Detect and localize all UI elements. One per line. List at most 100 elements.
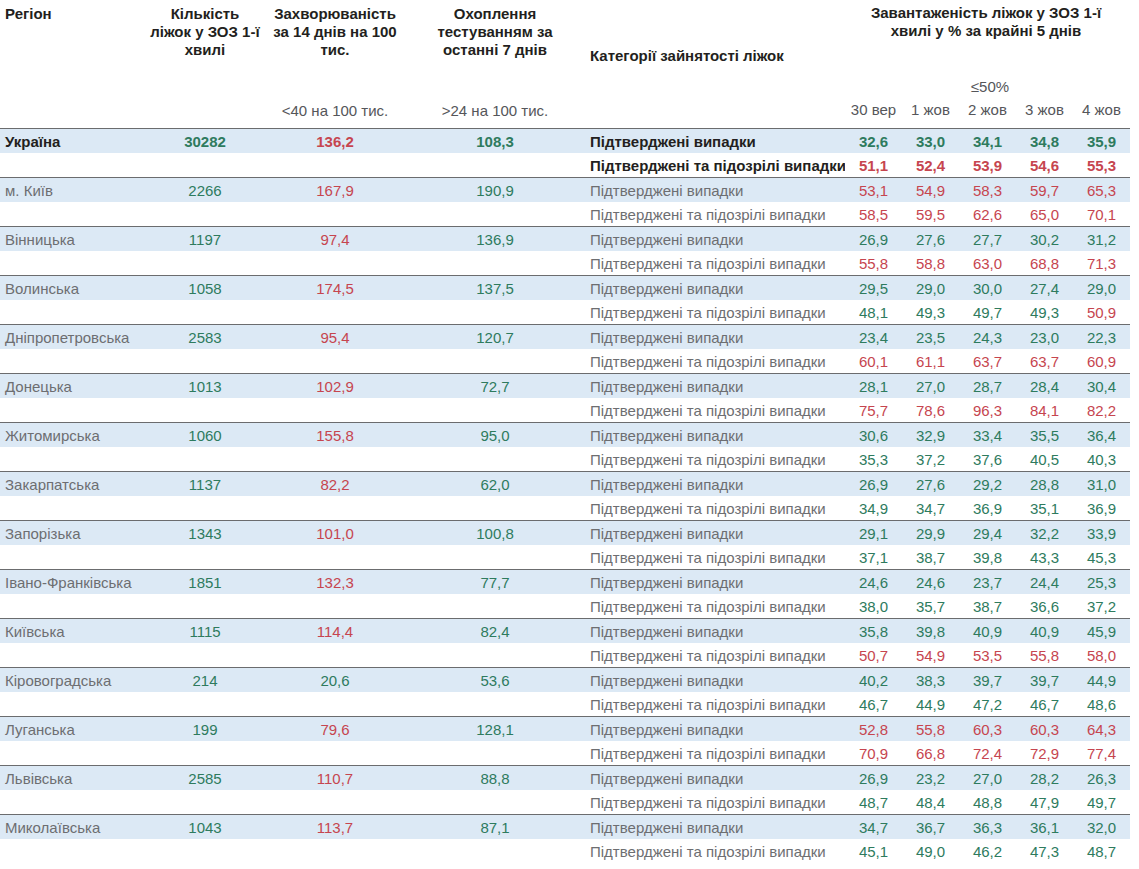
occupancy-confirmed-day-1: 28,1 <box>845 374 902 399</box>
testing-value: 108,3 <box>425 129 565 154</box>
region-name: Київська <box>0 619 165 644</box>
empty-cell <box>425 692 565 717</box>
region-name: м. Київ <box>0 178 165 203</box>
region-row-confirmed-suspected: Підтверджені та підозрілі випадки38,035,… <box>0 594 1130 619</box>
occupancy-confirmed-day-5: 36,4 <box>1073 423 1130 448</box>
beds-value: 1060 <box>165 423 245 448</box>
empty-cell <box>165 643 245 668</box>
occupancy-confirmed-suspected-day-4: 43,3 <box>1016 545 1073 570</box>
date-column-header-5: 4 жов <box>1073 101 1130 119</box>
occupancy-confirmed-suspected-day-5: 70,1 <box>1073 202 1130 227</box>
region-row-confirmed-suspected: Підтверджені та підозрілі випадки48,748,… <box>0 790 1130 815</box>
occupancy-confirmed-suspected-day-2: 66,8 <box>902 741 959 766</box>
occupancy-confirmed-suspected-day-3: 49,7 <box>959 300 1016 325</box>
report-table: Регіон Кількість ліжок у ЗОЗ 1-ї хвилі З… <box>0 0 1139 863</box>
date-column-header-4: 3 жов <box>1016 101 1073 119</box>
empty-cell <box>165 202 245 227</box>
incidence-value: 95,4 <box>245 325 425 350</box>
empty-cell <box>425 545 565 570</box>
empty-cell <box>0 398 165 423</box>
region-row-confirmed-suspected: Підтверджені та підозрілі випадки60,161,… <box>0 349 1130 374</box>
date-column-header-2: 1 жов <box>902 101 959 119</box>
occupancy-confirmed-day-1: 53,1 <box>845 178 902 203</box>
occupancy-confirmed-day-4: 59,7 <box>1016 178 1073 203</box>
incidence-value: 110,7 <box>245 766 425 791</box>
empty-cell <box>425 251 565 276</box>
beds-value: 30282 <box>165 129 245 154</box>
occupancy-confirmed-suspected-day-1: 58,5 <box>845 202 902 227</box>
occupancy-confirmed-day-2: 27,6 <box>902 227 959 252</box>
occupancy-confirmed-day-5: 45,9 <box>1073 619 1130 644</box>
empty-cell <box>0 349 165 374</box>
occupancy-confirmed-day-4: 60,3 <box>1016 717 1073 742</box>
occupancy-confirmed-suspected-day-5: 77,4 <box>1073 741 1130 766</box>
testing-value: 53,6 <box>425 668 565 693</box>
beds-value: 2585 <box>165 766 245 791</box>
region-row-confirmed: Київська1115114,482,4Підтверджені випадк… <box>0 619 1130 644</box>
region-name: Закарпатська <box>0 472 165 497</box>
occupancy-confirmed-suspected-day-3: 39,8 <box>959 545 1016 570</box>
empty-cell <box>0 153 165 178</box>
region-row-confirmed: Івано-Франківська1851132,377,7Підтвердже… <box>0 570 1130 595</box>
occupancy-confirmed-suspected-day-2: 49,3 <box>902 300 959 325</box>
occupancy-confirmed-day-3: 28,7 <box>959 374 1016 399</box>
category-label-confirmed: Підтверджені випадки <box>565 276 845 301</box>
occupancy-confirmed-suspected-day-5: 49,7 <box>1073 790 1130 815</box>
occupancy-confirmed-suspected-day-1: 75,7 <box>845 398 902 423</box>
header-beds: Кількість ліжок у ЗОЗ 1-ї хвилі <box>150 5 260 59</box>
category-label-confirmed: Підтверджені випадки <box>565 619 845 644</box>
occupancy-confirmed-day-5: 64,3 <box>1073 717 1130 742</box>
category-label-confirmed: Підтверджені випадки <box>565 668 845 693</box>
occupancy-confirmed-day-5: 32,0 <box>1073 815 1130 840</box>
occupancy-confirmed-suspected-day-2: 37,2 <box>902 447 959 472</box>
occupancy-confirmed-day-5: 65,3 <box>1073 178 1130 203</box>
occupancy-confirmed-suspected-day-2: 58,8 <box>902 251 959 276</box>
region-row-confirmed-suspected: Підтверджені та підозрілі випадки48,149,… <box>0 300 1130 325</box>
occupancy-confirmed-day-2: 27,6 <box>902 472 959 497</box>
occupancy-confirmed-day-1: 30,6 <box>845 423 902 448</box>
occupancy-confirmed-suspected-day-5: 48,7 <box>1073 839 1130 863</box>
incidence-value: 102,9 <box>245 374 425 399</box>
region-name: Донецька <box>0 374 165 399</box>
empty-cell <box>245 153 425 178</box>
occupancy-confirmed-day-2: 29,0 <box>902 276 959 301</box>
header-category: Категорії зайнятості ліжок <box>590 47 784 65</box>
occupancy-confirmed-suspected-day-5: 55,3 <box>1073 153 1130 178</box>
category-label-confirmed: Підтверджені випадки <box>565 325 845 350</box>
occupancy-confirmed-suspected-day-1: 46,7 <box>845 692 902 717</box>
region-name: Україна <box>0 129 165 154</box>
occupancy-confirmed-day-4: 23,0 <box>1016 325 1073 350</box>
table-header: Регіон Кількість ліжок у ЗОЗ 1-ї хвилі З… <box>0 0 1139 128</box>
region-row-confirmed: Луганська19979,6128,1Підтверджені випадк… <box>0 717 1130 742</box>
empty-cell <box>425 643 565 668</box>
occupancy-confirmed-day-1: 24,6 <box>845 570 902 595</box>
region-row-confirmed-suspected: Підтверджені та підозрілі випадки75,778,… <box>0 398 1130 423</box>
occupancy-confirmed-suspected-day-4: 68,8 <box>1016 251 1073 276</box>
occupancy-confirmed-day-5: 25,3 <box>1073 570 1130 595</box>
occupancy-confirmed-suspected-day-4: 35,1 <box>1016 496 1073 521</box>
occupancy-confirmed-day-4: 28,2 <box>1016 766 1073 791</box>
occupancy-confirmed-day-3: 36,3 <box>959 815 1016 840</box>
empty-cell <box>165 300 245 325</box>
region-row-confirmed: м. Київ2266167,9190,9Підтверджені випадк… <box>0 178 1130 203</box>
beds-value: 1197 <box>165 227 245 252</box>
beds-value: 1137 <box>165 472 245 497</box>
occupancy-confirmed-day-3: 30,0 <box>959 276 1016 301</box>
occupancy-confirmed-suspected-day-2: 35,7 <box>902 594 959 619</box>
region-row-confirmed-suspected: Підтверджені та підозрілі випадки37,138,… <box>0 545 1130 570</box>
occupancy-confirmed-suspected-day-3: 46,2 <box>959 839 1016 863</box>
category-label-confirmed: Підтверджені випадки <box>565 717 845 742</box>
occupancy-confirmed-suspected-day-4: 55,8 <box>1016 643 1073 668</box>
occupancy-confirmed-suspected-day-3: 72,4 <box>959 741 1016 766</box>
occupancy-confirmed-suspected-day-4: 49,3 <box>1016 300 1073 325</box>
testing-value: 62,0 <box>425 472 565 497</box>
occupancy-confirmed-day-5: 44,9 <box>1073 668 1130 693</box>
occupancy-confirmed-suspected-day-3: 53,5 <box>959 643 1016 668</box>
region-row-confirmed: Миколаївська1043113,787,1Підтверджені ви… <box>0 815 1130 840</box>
occupancy-confirmed-day-4: 35,5 <box>1016 423 1073 448</box>
occupancy-confirmed-day-1: 26,9 <box>845 472 902 497</box>
region-name: Миколаївська <box>0 815 165 840</box>
occupancy-confirmed-suspected-day-5: 40,3 <box>1073 447 1130 472</box>
occupancy-threshold-label: ≤50% <box>930 78 1050 96</box>
region-row-confirmed-suspected: Підтверджені та підозрілі випадки34,934,… <box>0 496 1130 521</box>
